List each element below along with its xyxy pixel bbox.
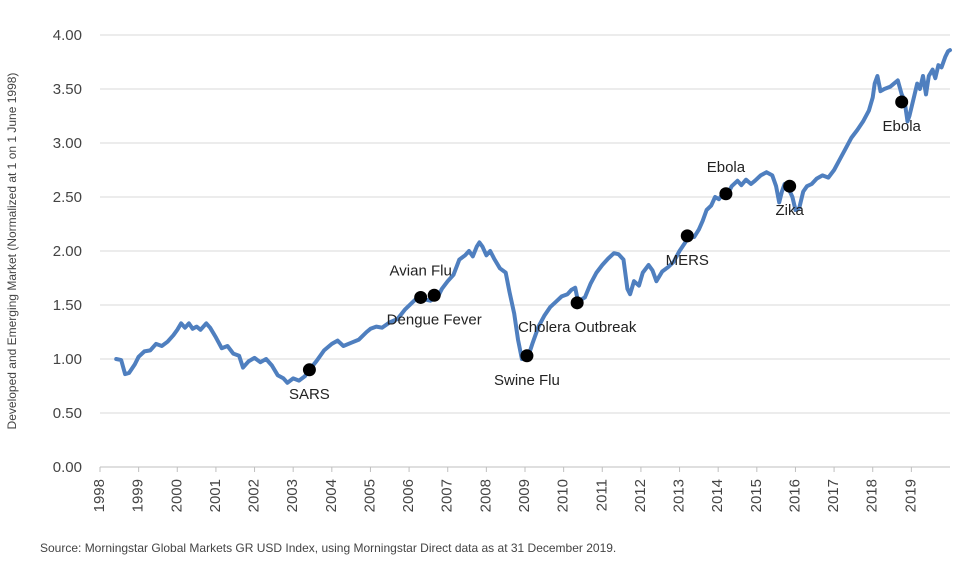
event-annotations: SARS Avian Flu Dengue Fever Swine Flu Choler… xyxy=(289,95,922,403)
y-tick-label: 0.00 xyxy=(53,459,82,476)
x-tick-label: 2004 xyxy=(323,479,340,512)
y-tick-label: 3.00 xyxy=(53,135,82,152)
x-tick-label: 2006 xyxy=(400,479,417,512)
event-label: SARS xyxy=(289,386,330,403)
x-tick-label: 2000 xyxy=(168,479,185,512)
y-axis-ticks: 0.00 0.50 1.00 1.50 2.00 2.50 3.00 3.50 4.00 xyxy=(53,27,82,476)
y-tick-label: 4.00 xyxy=(53,27,82,44)
y-tick-label: 2.50 xyxy=(53,189,82,206)
source-note: Source: Morningstar Global Markets GR US… xyxy=(40,541,617,555)
x-tick-label: 2002 xyxy=(246,479,263,512)
y-tick-label: 1.50 xyxy=(53,297,82,314)
x-tick-label: 2008 xyxy=(477,479,494,512)
event-label: Ebola xyxy=(883,118,922,135)
x-tick-label: 2011 xyxy=(593,479,610,511)
event-marker xyxy=(427,288,441,302)
x-tick-label: 1998 xyxy=(91,479,108,512)
x-tick-label: 2001 xyxy=(207,479,224,512)
x-tick-label: 1999 xyxy=(130,479,147,512)
event-marker xyxy=(680,229,694,243)
x-axis-ticks: 1998 1999 2000 2001 2002 2003 2004 2005 2006 2007… xyxy=(91,467,919,512)
event-marker xyxy=(719,187,733,201)
x-tick-label: 2018 xyxy=(864,479,881,512)
event-label: MERS xyxy=(666,252,709,269)
event-marker xyxy=(414,290,428,304)
x-tick-label: 2010 xyxy=(555,479,572,512)
event-marker xyxy=(570,296,584,310)
event-marker xyxy=(783,179,797,193)
y-tick-label: 3.50 xyxy=(53,81,82,98)
x-tick-label: 2007 xyxy=(439,479,456,512)
event-marker xyxy=(520,349,534,363)
event-label: Swine Flu xyxy=(494,372,560,389)
event-marker xyxy=(895,95,909,109)
x-tick-label: 2019 xyxy=(902,479,919,512)
x-tick-label: 2015 xyxy=(748,479,765,512)
y-tick-label: 1.00 xyxy=(53,351,82,368)
event-label: Zika xyxy=(775,202,804,219)
x-tick-label: 2009 xyxy=(516,479,533,512)
event-marker xyxy=(302,363,316,377)
x-tick-label: 2012 xyxy=(632,479,649,512)
line-chart: 0.00 0.50 1.00 1.50 2.00 2.50 3.00 3.50 4.00 199… xyxy=(5,27,952,512)
x-tick-label: 2005 xyxy=(361,479,378,512)
event-label: Ebola xyxy=(707,159,746,176)
event-label: Dengue Fever xyxy=(387,311,482,328)
y-tick-label: 0.50 xyxy=(53,405,82,422)
event-label: Cholera Outbreak xyxy=(518,319,637,336)
x-tick-label: 2003 xyxy=(284,479,301,512)
y-tick-label: 2.00 xyxy=(53,243,82,260)
x-tick-label: 2014 xyxy=(709,479,726,512)
y-axis-label: Developed and Emerging Market (Normalize… xyxy=(5,73,19,430)
x-tick-label: 2013 xyxy=(671,479,688,512)
x-tick-label: 2017 xyxy=(825,479,842,512)
x-tick-label: 2016 xyxy=(786,479,803,512)
event-label: Avian Flu xyxy=(390,262,452,279)
